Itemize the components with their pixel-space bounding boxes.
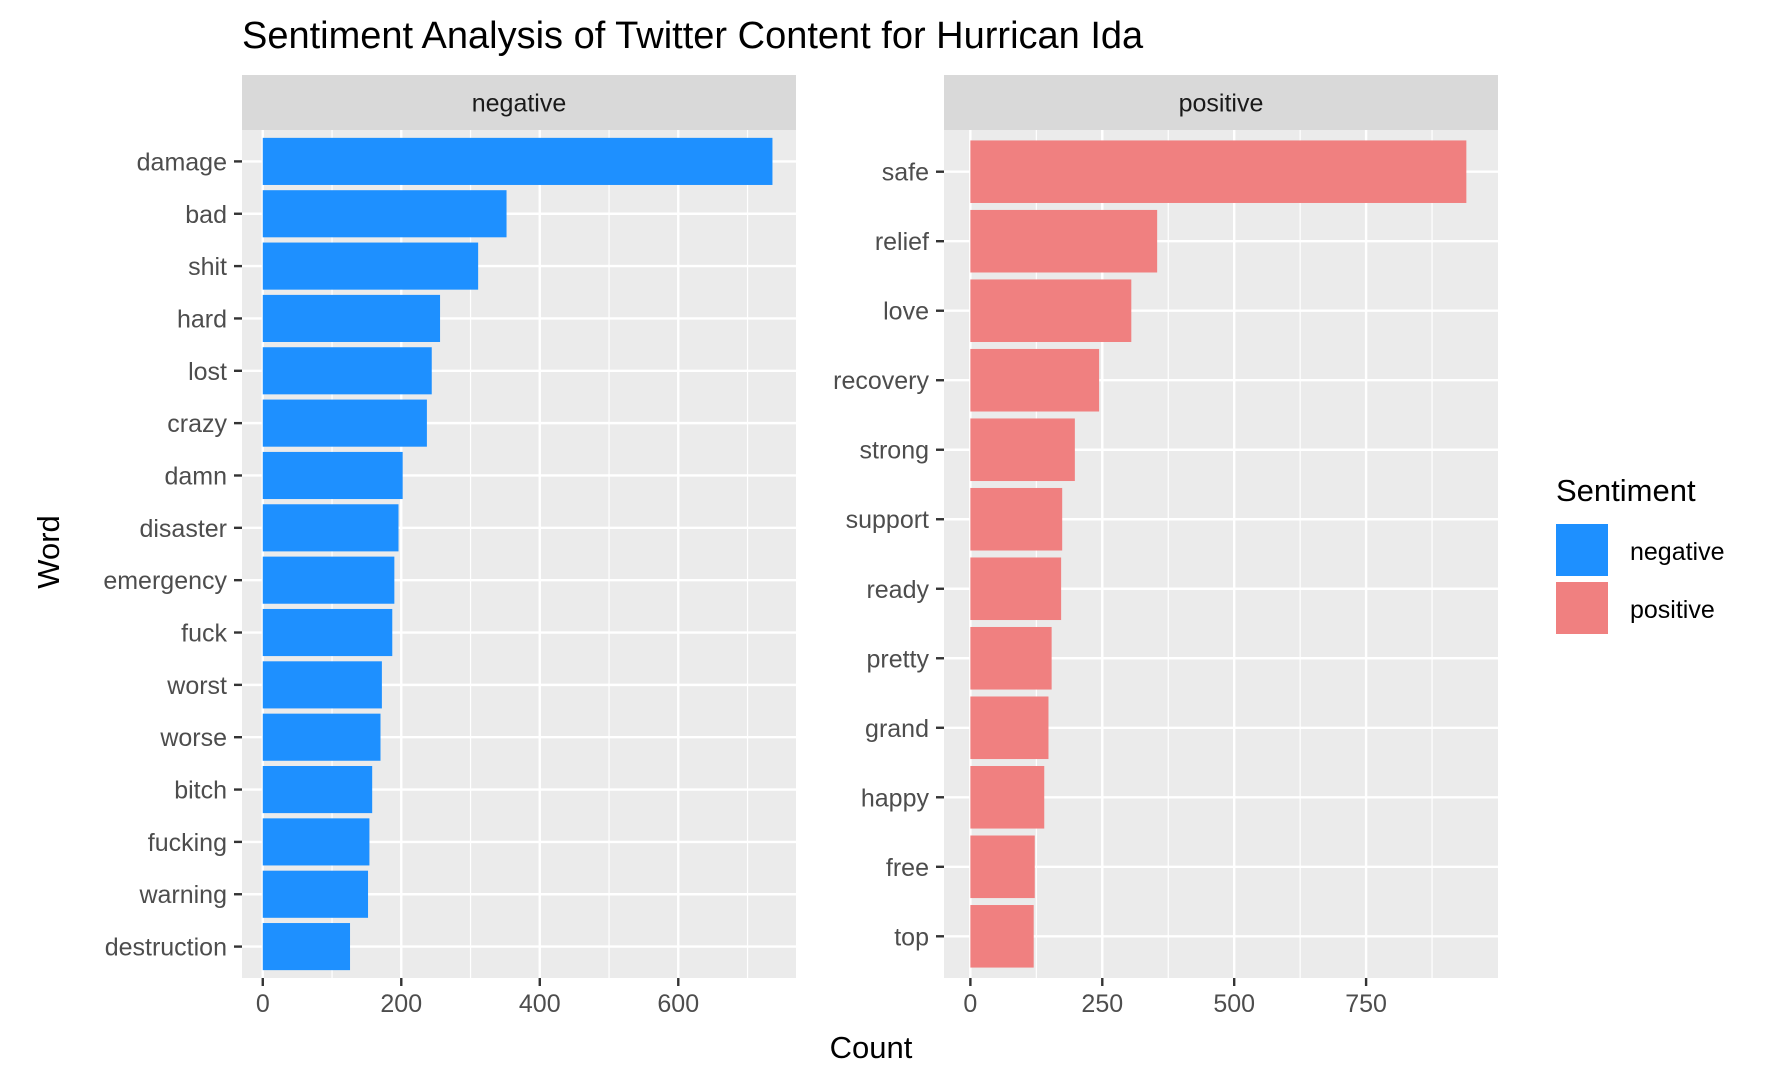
chart-title: Sentiment Analysis of Twitter Content fo… (242, 15, 1144, 57)
y-tick-label: bad (185, 201, 227, 229)
x-tick-label: 0 (963, 990, 977, 1018)
x-tick-label: 750 (1345, 990, 1387, 1018)
x-tick-label: 600 (657, 990, 699, 1018)
bar-free (970, 835, 1035, 899)
x-axis-title: Count (830, 1030, 913, 1065)
y-tick-label: grand (865, 715, 929, 743)
y-tick-label: hard (177, 305, 227, 333)
y-tick-label: worst (166, 672, 227, 700)
bar-lost (262, 347, 432, 395)
panel-negative: negative damage bad shit hard lost crazy damn di… (103, 75, 796, 1018)
facet-strip-label-positive: positive (1179, 90, 1264, 118)
bar-destruction (262, 923, 351, 971)
y-tick-label: bitch (174, 777, 227, 805)
x-tick-label: 0 (256, 990, 270, 1018)
legend-label-positive: positive (1630, 596, 1715, 624)
bar-love (970, 279, 1132, 342)
bar-worse (262, 713, 381, 761)
bar-safe (970, 140, 1467, 203)
y-tick-label: safe (882, 159, 929, 187)
legend-swatch-negative (1556, 524, 1608, 576)
bar-ready (970, 557, 1062, 621)
legend-swatch-positive (1556, 582, 1608, 634)
bar-worst (262, 661, 382, 709)
y-tick-label: support (846, 506, 929, 534)
bar-happy (970, 766, 1045, 829)
y-tick-label: love (883, 298, 929, 326)
y-tick-label: relief (875, 228, 929, 256)
bar-bad (262, 190, 507, 238)
y-tick-label: ready (866, 576, 929, 604)
y-tick-label: top (894, 923, 929, 951)
facet-panels: negative damage bad shit hard lost crazy damn di… (103, 75, 1498, 1018)
y-tick-label: damage (137, 148, 227, 176)
legend: Sentiment negative positive (1556, 473, 1725, 634)
y-tick-label: free (886, 854, 929, 882)
bar-fuck (262, 608, 393, 657)
y-axis-title: Word (31, 515, 66, 589)
y-tick-label: damn (164, 462, 227, 490)
y-tick-label: warning (138, 881, 227, 909)
y-tick-label: destruction (105, 934, 227, 962)
x-tick-label: 250 (1081, 990, 1123, 1018)
y-tick-label: lost (188, 358, 227, 386)
y-tick-label: shit (188, 253, 227, 281)
legend-label-negative: negative (1630, 538, 1725, 566)
bar-damage (262, 137, 773, 185)
y-tick-label: strong (860, 437, 929, 465)
bar-shit (262, 242, 479, 290)
y-tick-label: disaster (139, 515, 227, 543)
bar-relief (970, 209, 1158, 273)
y-tick-label: pretty (866, 645, 929, 673)
legend-title: Sentiment (1556, 473, 1696, 508)
bar-pretty (970, 626, 1052, 690)
facet-strip-positive (944, 75, 1498, 130)
facet-strip-negative (242, 75, 796, 130)
bar-disaster (262, 504, 399, 552)
bar-top (970, 905, 1034, 968)
bar-fucking (262, 818, 370, 866)
y-tick-label: worse (159, 724, 227, 752)
y-tick-label: recovery (833, 367, 929, 395)
bar-hard (262, 294, 441, 342)
bar-strong (970, 418, 1075, 482)
y-tick-label: crazy (167, 410, 227, 438)
y-tick-label: fucking (148, 829, 227, 857)
x-tick-label: 500 (1213, 990, 1255, 1018)
x-tick-label: 400 (519, 990, 561, 1018)
bar-emergency (262, 556, 395, 604)
panel-positive: positive safe relief love recovery strong supp… (833, 75, 1498, 1018)
bar-bitch (262, 766, 373, 814)
x-tick-label: 200 (380, 990, 422, 1018)
y-tick-label: fuck (181, 620, 227, 648)
bar-damn (262, 451, 403, 500)
bar-crazy (262, 399, 427, 447)
y-tick-label: emergency (103, 567, 227, 595)
y-tick-label: happy (861, 784, 930, 812)
bar-recovery (970, 348, 1100, 412)
bar-warning (262, 870, 369, 918)
facet-strip-label-negative: negative (472, 90, 567, 118)
bar-grand (970, 696, 1049, 760)
bar-support (970, 487, 1063, 551)
